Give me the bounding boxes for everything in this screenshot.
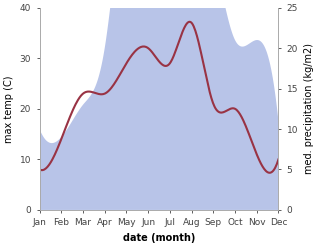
Y-axis label: max temp (C): max temp (C) bbox=[4, 75, 14, 143]
Y-axis label: med. precipitation (kg/m2): med. precipitation (kg/m2) bbox=[304, 43, 314, 174]
X-axis label: date (month): date (month) bbox=[123, 233, 195, 243]
